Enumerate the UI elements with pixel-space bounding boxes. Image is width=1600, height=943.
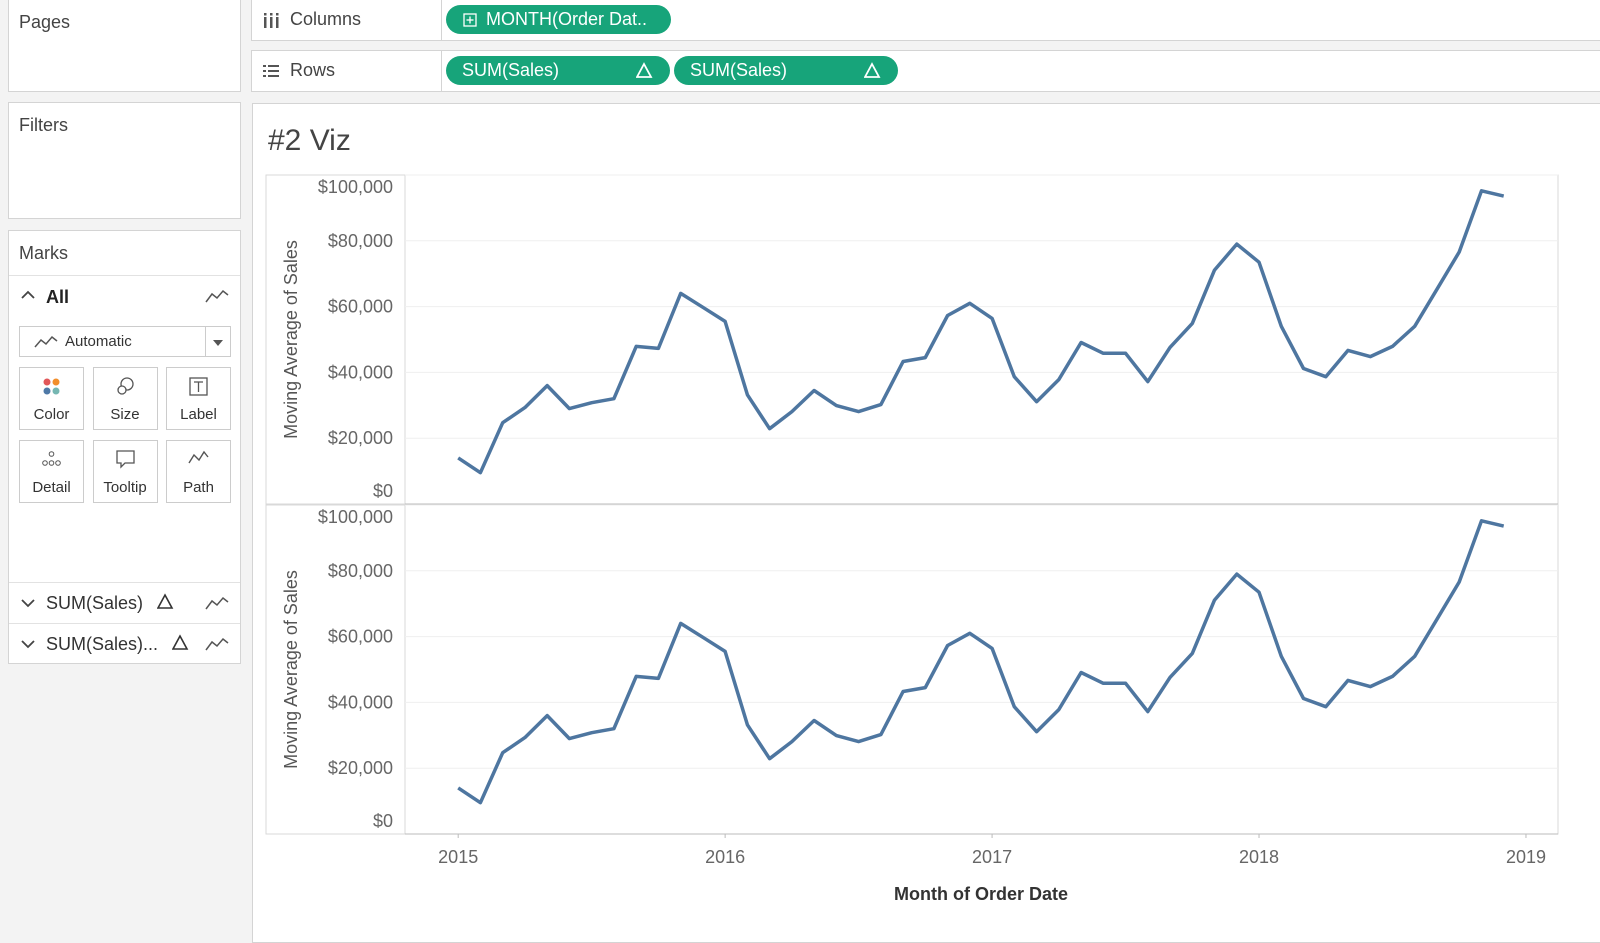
filters-card: Filters [8,102,241,219]
button-label: Tooltip [103,479,147,496]
mark-type-label: Automatic [65,333,132,350]
y-tick-label: $0 [373,811,393,831]
y-tick-label: $0 [373,481,393,501]
marks-layer[interactable]: SUM(Sales)... [9,623,240,664]
sheet-title: #2 Viz [268,124,351,157]
button-icon [189,377,208,396]
y-axis-title: Moving Average of Sales [281,570,301,769]
mark-button[interactable]: Label [166,367,231,430]
continuous-icon [463,13,477,27]
panel-border [265,174,1559,505]
y-tick-label: $20,000 [328,758,393,778]
chevron-down [21,640,35,649]
line-series [457,519,1505,805]
button-icon [115,450,135,469]
table-calc-icon [157,593,174,609]
pill[interactable]: SUM(Sales) [446,56,670,85]
line-icon [205,596,229,610]
all-row[interactable]: All [9,275,240,315]
x-tick-label: 2019 [1506,847,1546,867]
pill-label: SUM(Sales) [690,60,788,80]
shelf-label: Rows [290,60,336,80]
line-icon [205,289,229,303]
pill[interactable]: MONTH(Order Dat.. [446,5,671,34]
panel-border [265,504,1559,835]
card-title: Marks [19,243,68,263]
columns-shelf: Columns MONTH(Order Dat.. [251,0,1600,41]
table-calc-icon [636,62,653,78]
pill-label: SUM(Sales) [462,60,560,80]
charts: $0 $20,000 $40,000 $60,000 $80,000 $100,000 Mo… [265,174,1559,904]
divider [441,0,442,40]
viz-pane: #2 Viz [252,103,1600,943]
button-label: Color [33,406,70,423]
rows-shelf: Rows SUM(Sales) SUM(Sales) [251,50,1600,92]
x-tick-label: 2016 [705,847,745,867]
button-label: Label [180,406,217,423]
y-tick-label: $100,000 [318,507,393,527]
divider [205,327,206,356]
x-tick-label: 2018 [1239,847,1279,867]
line-icon [34,335,58,348]
mark-type-dropdown[interactable]: Automatic [19,326,231,357]
button-icon [188,450,209,464]
button-label: Size [110,406,140,423]
button-icon [42,451,61,466]
y-tick-label: $80,000 [328,231,393,251]
pill[interactable]: SUM(Sales) [674,56,898,85]
shelf-label: Columns [290,9,362,29]
pill-label: MONTH(Order Dat.. [486,9,648,29]
layer-label: SUM(Sales)... [46,634,159,654]
line-icon [205,637,229,651]
table-calc-icon [864,62,881,78]
x-axis-title: Month of Order Date [894,884,1068,904]
mark-button[interactable]: Color [19,367,84,430]
marks-layer[interactable]: SUM(Sales) [9,582,240,623]
divider [441,51,442,91]
mark-button[interactable]: Path [166,440,231,503]
y-tick-label: $100,000 [318,177,393,197]
button-icon [43,378,60,395]
y-tick-label: $20,000 [328,428,393,448]
pages-card: Pages [8,0,241,92]
chevron-up [21,290,35,299]
dropdown-arrow [213,340,223,346]
x-tick-label: 2017 [972,847,1012,867]
chevron-down [21,599,35,608]
y-tick-label: $60,000 [328,627,393,647]
line-series [457,189,1505,475]
y-tick-label: $60,000 [328,297,393,317]
mark-button[interactable]: Tooltip [92,440,158,503]
layer-label: SUM(Sales) [46,593,144,613]
card-title: Filters [19,115,68,135]
mark-button[interactable]: Detail [19,440,84,503]
button-label: Path [183,479,214,496]
mark-button[interactable]: Size [92,367,158,430]
y-axis-title: Moving Average of Sales [281,240,301,439]
marks-card: Marks All Automatic Color Size Label Detail… [8,230,241,664]
y-tick-label: $40,000 [328,692,393,712]
columns-icon [264,13,279,28]
y-tick-label: $80,000 [328,561,393,581]
button-icon [116,377,134,395]
card-title: Pages [19,12,71,32]
table-calc-icon [172,634,189,650]
all-label: All [46,287,70,307]
button-label: Detail [32,479,71,496]
x-tick-label: 2015 [438,847,478,867]
y-tick-label: $40,000 [328,362,393,382]
rows-icon [263,65,279,77]
